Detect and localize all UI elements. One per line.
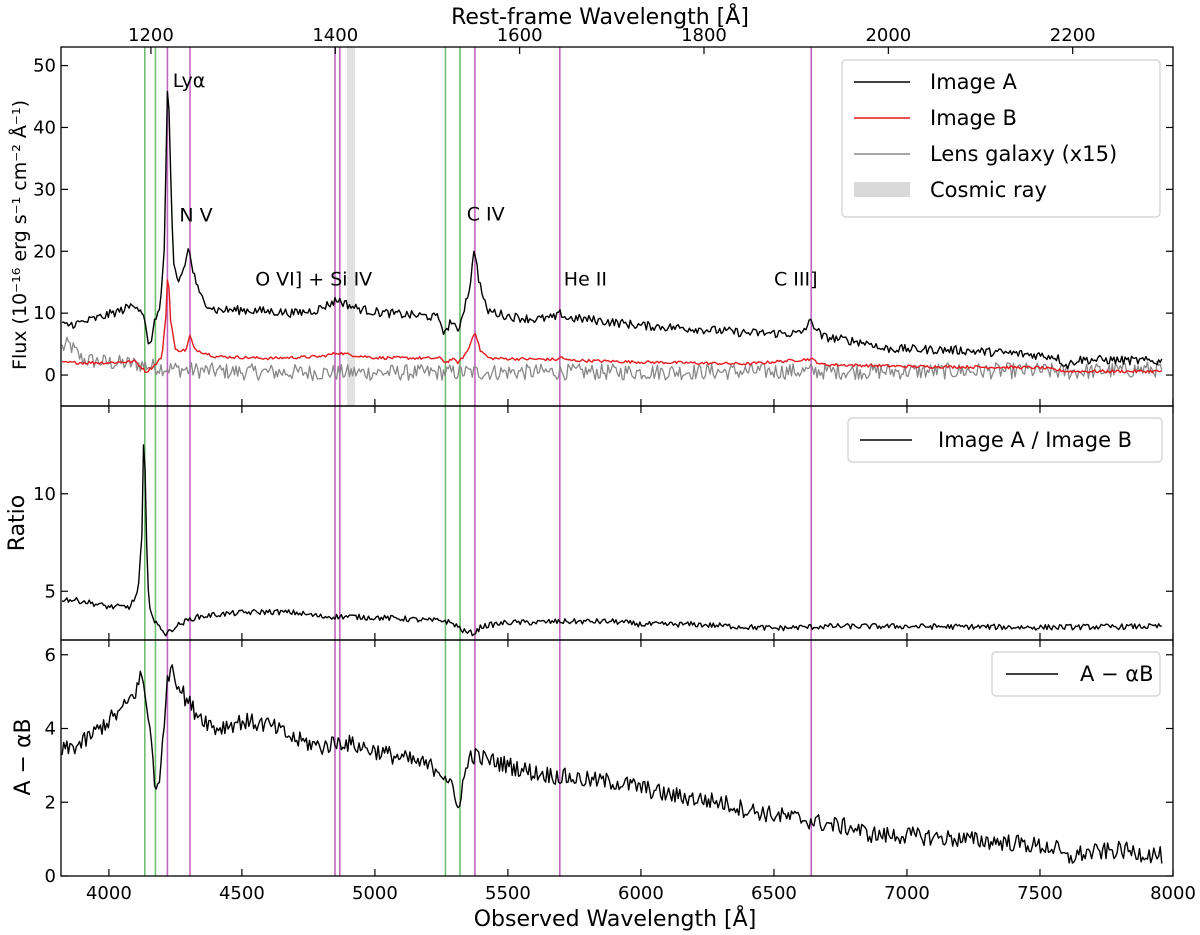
xtick-label-6: 7000 <box>884 883 930 904</box>
ytick-label-ratio-0: 5 <box>45 581 56 602</box>
annotation-layer: Lyα N V O VI] + Si IV C IV He II C III] <box>173 70 818 290</box>
xtick-label-1: 4500 <box>219 883 265 904</box>
ytick-label-ratio-1: 10 <box>33 484 56 505</box>
legend-swatch-flux-3 <box>854 182 910 197</box>
top-axis-label: Rest-frame Wavelength [Å] <box>451 3 749 30</box>
ytick-label-flux-5: 50 <box>33 56 56 77</box>
flux-y-axis-label: Flux (10⁻¹⁶ erg s⁻¹ cm⁻² Å⁻¹) <box>8 100 31 370</box>
legend-box-ratio <box>847 417 1163 463</box>
legend-label-difference-0: A − αB <box>1080 662 1154 686</box>
xtick-label-5: 6500 <box>751 883 797 904</box>
xtick-label-8: 8000 <box>1150 883 1196 904</box>
text-layer: Rest-frame Wavelength [Å] Observed Wavel… <box>5 3 756 932</box>
legend-label-ratio-0: Image A / Image B <box>938 428 1132 452</box>
top-tick-label-2: 1600 <box>497 25 543 46</box>
top-tick-label-0: 1200 <box>128 25 174 46</box>
series-ratio-0 <box>61 444 1162 637</box>
annotation-4: He II <box>564 268 607 290</box>
ratio-y-axis-label: Ratio <box>5 495 30 551</box>
legend-label-flux-1: Image B <box>930 106 1017 130</box>
vertical-line-layer <box>143 47 813 876</box>
ytick-label-flux-3: 30 <box>33 179 56 200</box>
top-tick-label-4: 2000 <box>865 25 911 46</box>
ytick-label-difference-0: 0 <box>45 866 56 887</box>
legend-label-flux-0: Image A <box>930 70 1017 94</box>
annotation-3: C IV <box>467 203 505 225</box>
band-layer <box>346 47 355 406</box>
legend-label-flux-2: Lens galaxy (x15) <box>930 142 1117 166</box>
legend-box-difference <box>991 651 1161 697</box>
ytick-label-flux-4: 40 <box>33 117 56 138</box>
series-difference-0 <box>61 664 1163 864</box>
tick-layer: 0 10 20 30 40 50 5 10 0 2 4 6 4000 4500 5000 5500 6000 65… <box>33 25 1196 904</box>
legend-label-flux-3: Cosmic ray <box>930 178 1047 202</box>
legend-layer: Image A Image B Lens galaxy (x15) Cosmic ra… <box>841 59 1163 697</box>
top-tick-label-5: 2200 <box>1050 25 1096 46</box>
series-flux-2 <box>61 336 1163 382</box>
x-axis-label: Observed Wavelength [Å] <box>474 905 757 932</box>
legend-box-flux <box>841 59 1161 218</box>
annotation-1: N V <box>179 205 212 227</box>
xtick-label-3: 5500 <box>485 883 531 904</box>
ytick-label-flux-1: 10 <box>33 303 56 324</box>
ytick-label-difference-3: 6 <box>45 645 56 666</box>
annotation-0: Lyα <box>173 70 206 92</box>
series-flux-0 <box>61 90 1163 370</box>
annotation-5: C III] <box>774 268 818 290</box>
top-tick-label-1: 1400 <box>312 25 358 46</box>
panel-frame-difference <box>60 639 1174 877</box>
difference-y-axis-label: A − αB <box>11 718 36 795</box>
xtick-label-4: 6000 <box>618 883 664 904</box>
xtick-label-2: 5000 <box>352 883 398 904</box>
xtick-label-7: 7500 <box>1017 883 1063 904</box>
ytick-label-flux-2: 20 <box>33 241 56 262</box>
top-tick-label-3: 1800 <box>681 25 727 46</box>
ytick-label-difference-1: 2 <box>45 792 56 813</box>
ytick-label-flux-0: 0 <box>45 365 56 386</box>
xtick-label-0: 4000 <box>86 883 132 904</box>
series-flux-1 <box>61 279 1162 374</box>
frame-layer <box>60 46 1174 877</box>
annotation-2: O VI] + Si IV <box>255 268 372 290</box>
series-layer <box>61 90 1163 864</box>
cosmic-ray-band <box>346 47 355 406</box>
ytick-label-difference-2: 4 <box>45 719 56 740</box>
